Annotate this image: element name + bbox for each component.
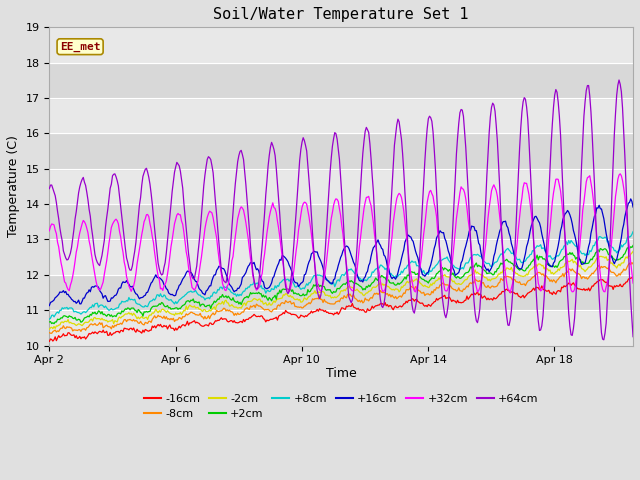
X-axis label: Time: Time <box>326 367 356 380</box>
-8cm <box>394 295 402 300</box>
+64cm <box>629 334 637 339</box>
-16cm <box>45 338 53 344</box>
+64cm <box>600 337 607 343</box>
Line: -8cm: -8cm <box>49 263 633 333</box>
-8cm <box>45 330 53 336</box>
Line: +2cm: +2cm <box>49 245 633 324</box>
Bar <box>49 98 633 133</box>
+2cm <box>50 321 58 326</box>
+16cm <box>393 274 401 279</box>
+2cm <box>328 289 335 295</box>
+32cm <box>362 199 369 205</box>
+32cm <box>629 280 637 286</box>
+32cm <box>326 225 334 231</box>
+32cm <box>323 258 330 264</box>
Bar <box>49 275 633 310</box>
-8cm <box>48 330 56 336</box>
+2cm <box>362 284 370 289</box>
+64cm <box>45 186 53 192</box>
Text: EE_met: EE_met <box>60 42 100 52</box>
-16cm <box>323 310 330 315</box>
Line: +16cm: +16cm <box>49 199 633 306</box>
+64cm <box>393 122 401 128</box>
+8cm <box>629 229 637 235</box>
Bar <box>49 133 633 168</box>
-8cm <box>616 272 624 278</box>
Bar <box>49 62 633 98</box>
Bar <box>49 310 633 346</box>
-16cm <box>628 275 636 280</box>
+64cm <box>323 225 330 230</box>
+8cm <box>524 254 532 260</box>
-2cm <box>326 293 334 299</box>
-2cm <box>45 326 53 332</box>
-16cm <box>393 305 401 311</box>
+32cm <box>525 192 532 197</box>
Line: +32cm: +32cm <box>49 174 633 293</box>
+2cm <box>324 287 332 293</box>
+16cm <box>629 204 637 210</box>
+2cm <box>525 263 532 268</box>
-8cm <box>328 301 335 307</box>
+64cm <box>524 117 532 122</box>
Legend: -16cm, -8cm, -2cm, +2cm, +8cm, +16cm, +32cm, +64cm: -16cm, -8cm, -2cm, +2cm, +8cm, +16cm, +3… <box>140 389 543 424</box>
+2cm <box>45 319 53 325</box>
Title: Soil/Water Temperature Set 1: Soil/Water Temperature Set 1 <box>214 7 469 22</box>
Line: -2cm: -2cm <box>49 252 633 329</box>
Bar <box>49 27 633 62</box>
+32cm <box>506 290 514 296</box>
-2cm <box>323 292 330 298</box>
+2cm <box>616 256 624 262</box>
+8cm <box>615 247 623 253</box>
+64cm <box>326 169 334 175</box>
+8cm <box>393 275 401 280</box>
-2cm <box>524 272 532 278</box>
-8cm <box>629 261 637 267</box>
Bar <box>49 204 633 240</box>
+16cm <box>524 240 532 246</box>
+32cm <box>618 173 625 179</box>
-16cm <box>362 309 369 315</box>
-16cm <box>524 290 532 296</box>
-8cm <box>362 297 370 303</box>
-8cm <box>525 277 532 283</box>
+2cm <box>394 280 402 286</box>
+8cm <box>45 316 53 322</box>
+16cm <box>615 247 623 253</box>
+8cm <box>323 276 330 282</box>
Line: +64cm: +64cm <box>49 80 633 340</box>
+16cm <box>323 277 330 283</box>
+32cm <box>45 228 53 234</box>
-2cm <box>362 291 369 297</box>
Line: -16cm: -16cm <box>49 277 633 341</box>
+16cm <box>627 196 634 202</box>
-8cm <box>628 260 636 265</box>
Bar <box>49 240 633 275</box>
Line: +8cm: +8cm <box>49 232 633 319</box>
+2cm <box>629 242 637 248</box>
+16cm <box>45 303 53 309</box>
+8cm <box>326 280 334 286</box>
+16cm <box>362 274 369 280</box>
+64cm <box>618 89 625 95</box>
+64cm <box>615 77 623 83</box>
-16cm <box>629 275 637 281</box>
-2cm <box>615 261 623 267</box>
+8cm <box>362 277 369 283</box>
-2cm <box>629 249 637 254</box>
-16cm <box>326 311 334 316</box>
-8cm <box>324 300 332 306</box>
+32cm <box>616 171 624 177</box>
+16cm <box>326 280 334 286</box>
Y-axis label: Temperature (C): Temperature (C) <box>7 135 20 237</box>
Bar <box>49 168 633 204</box>
+32cm <box>393 195 401 201</box>
-2cm <box>393 286 401 292</box>
-16cm <box>615 283 623 289</box>
+64cm <box>362 129 369 134</box>
